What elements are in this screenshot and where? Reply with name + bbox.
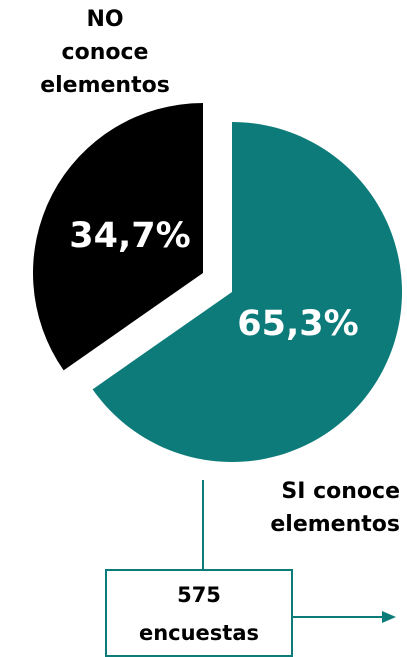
value-label: 65,3% [237, 304, 358, 344]
note-box [105, 569, 293, 657]
pie-slice [92, 122, 402, 462]
category-label: NO conoce elementos [40, 7, 170, 98]
value-label: 34,7% [69, 216, 190, 256]
category-label: SI conoce elementos [270, 479, 400, 537]
pie-slice [32, 103, 203, 371]
note: 575 encuestas [139, 583, 259, 645]
arrow-head [382, 611, 396, 623]
